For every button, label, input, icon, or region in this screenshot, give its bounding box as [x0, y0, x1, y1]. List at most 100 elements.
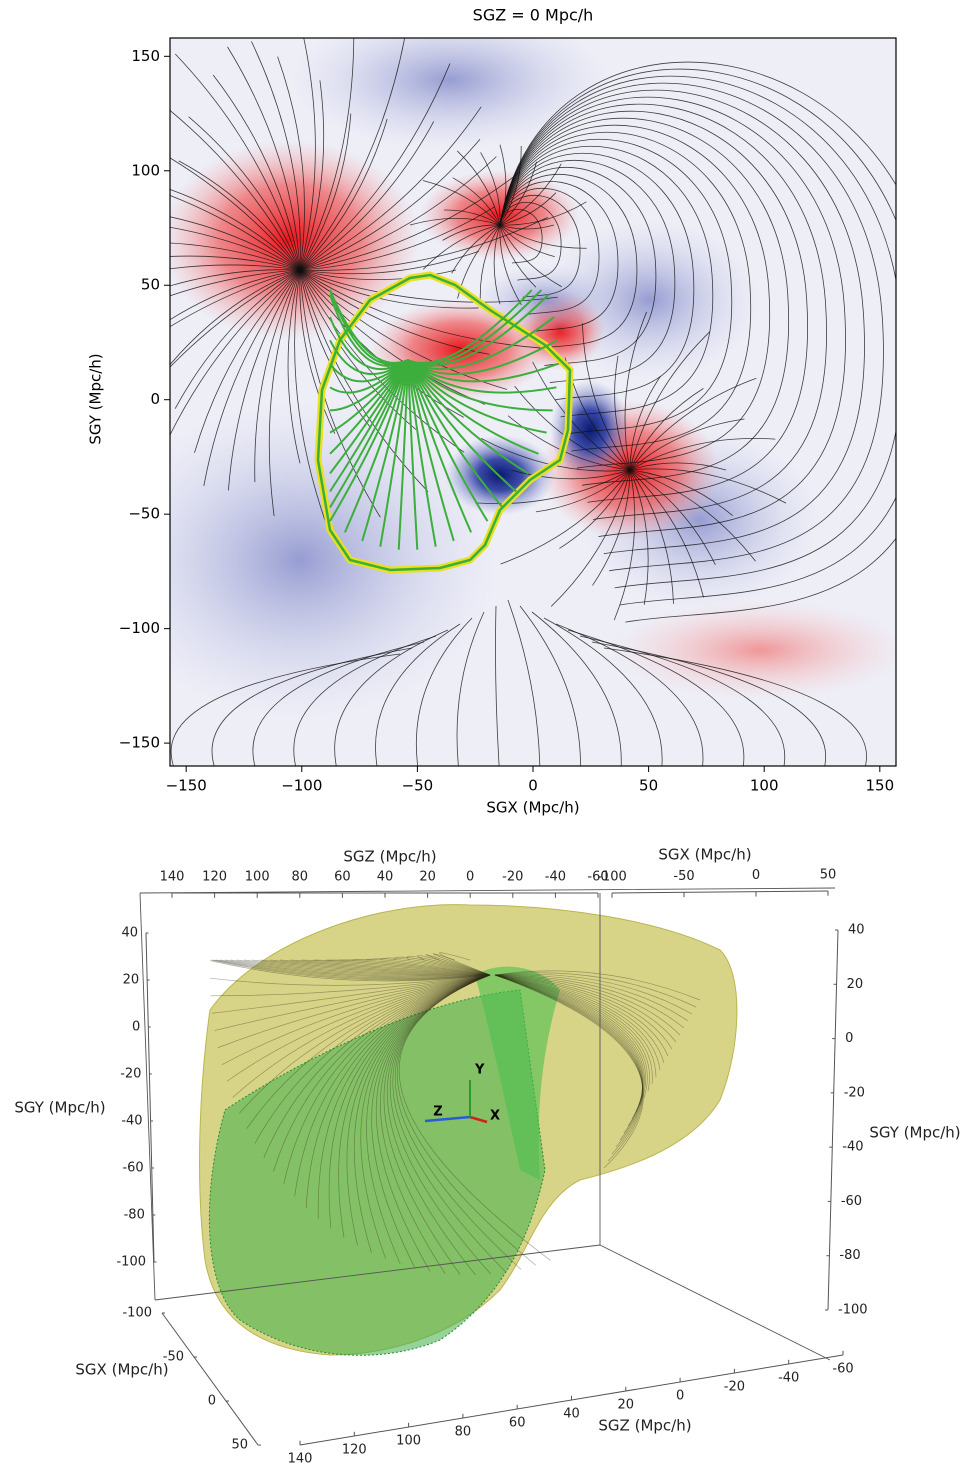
streamline — [299, 250, 479, 275]
streamline — [614, 355, 631, 471]
streamline — [299, 269, 508, 390]
tick-label: 100 — [396, 1434, 421, 1449]
streamline — [499, 132, 752, 452]
streamline — [499, 192, 557, 226]
streamline — [170, 269, 301, 321]
streamline — [629, 469, 704, 598]
streamline — [211, 647, 413, 766]
x-tick-label: 100 — [750, 777, 779, 795]
streamline — [203, 269, 301, 487]
y-tick-label: −150 — [119, 734, 160, 752]
y-tick-label: −50 — [128, 505, 160, 523]
streamline — [343, 359, 409, 533]
streamline — [499, 224, 587, 249]
tick-label: 0 — [752, 868, 760, 883]
streamline — [224, 959, 491, 978]
streamline — [396, 974, 536, 1266]
streamline — [239, 974, 491, 1114]
streamline — [499, 202, 562, 281]
tick-label: 0 — [676, 1389, 684, 1404]
streamline — [376, 974, 491, 1272]
streamline — [499, 166, 657, 366]
streamline — [629, 418, 745, 471]
tick-label: 20 — [419, 870, 436, 885]
streamline — [407, 359, 419, 550]
streamline — [499, 188, 600, 315]
streamline — [313, 959, 491, 976]
streamline — [299, 269, 540, 349]
streamline — [499, 89, 865, 555]
streamline — [386, 974, 491, 1276]
streamline — [629, 377, 757, 471]
streamline — [479, 224, 501, 299]
streamline — [629, 469, 733, 517]
streamline — [532, 361, 631, 471]
streamline — [299, 156, 497, 271]
streamline — [236, 959, 491, 976]
orientation-marker: Y Z X — [424, 1063, 500, 1124]
tick-label: -100 — [116, 1255, 146, 1270]
streamline — [499, 96, 846, 537]
tick-label: 60 — [334, 870, 351, 885]
streamline — [397, 359, 409, 550]
streamline — [170, 269, 301, 436]
streamline — [371, 974, 491, 1269]
tick-label: 120 — [202, 870, 227, 885]
streamline — [499, 110, 809, 503]
streamline — [246, 974, 491, 1129]
streamline — [210, 960, 491, 982]
streamline — [407, 359, 547, 434]
tick-label: -40 — [778, 1371, 799, 1386]
streamline — [494, 970, 701, 1001]
streamline — [559, 469, 631, 549]
streamline — [329, 359, 409, 434]
streamline — [494, 974, 653, 1085]
streamline — [392, 974, 507, 1273]
streamline — [217, 974, 491, 1049]
streamline — [494, 974, 643, 1148]
streamline — [329, 359, 409, 508]
tick-label: 40 — [848, 923, 865, 938]
streamline — [444, 209, 501, 226]
streamline — [407, 359, 517, 493]
streamline — [299, 269, 371, 427]
streamline — [214, 974, 491, 1031]
y-tick-label: 100 — [131, 161, 160, 179]
streamline — [439, 952, 491, 976]
streamline — [494, 974, 644, 1120]
streamline — [273, 974, 491, 1172]
streamline — [170, 110, 301, 271]
streamline — [494, 974, 673, 1050]
axis-label: SGX (Mpc/h) — [75, 1361, 168, 1379]
streamline — [299, 269, 429, 492]
streamline — [263, 974, 491, 1158]
streamline — [194, 269, 301, 453]
streamline — [629, 438, 776, 471]
streamline — [299, 38, 316, 271]
tick-label: -20 — [120, 1067, 141, 1082]
streamline — [252, 641, 425, 766]
streamline — [494, 974, 650, 1092]
x-tick-label: 50 — [639, 777, 658, 795]
streamline — [494, 974, 661, 1071]
streamline — [407, 339, 558, 376]
contour — [316, 273, 572, 572]
tick-label: 50 — [820, 868, 837, 883]
orientation-label: Z — [433, 1105, 442, 1120]
streamline — [299, 269, 464, 418]
streamline — [499, 163, 562, 226]
streamline — [170, 653, 401, 766]
streamline — [329, 359, 409, 522]
streamline — [299, 171, 521, 271]
streamline — [494, 974, 644, 1162]
streamline — [170, 269, 301, 328]
streamline — [499, 173, 638, 349]
tick-label: -60 — [122, 1161, 143, 1176]
streamline — [555, 623, 704, 766]
streamline — [299, 121, 435, 271]
streamline — [329, 359, 409, 475]
streamline — [629, 462, 727, 471]
tick-label: -80 — [839, 1248, 860, 1263]
streamline — [535, 469, 631, 513]
streamline — [592, 469, 631, 586]
